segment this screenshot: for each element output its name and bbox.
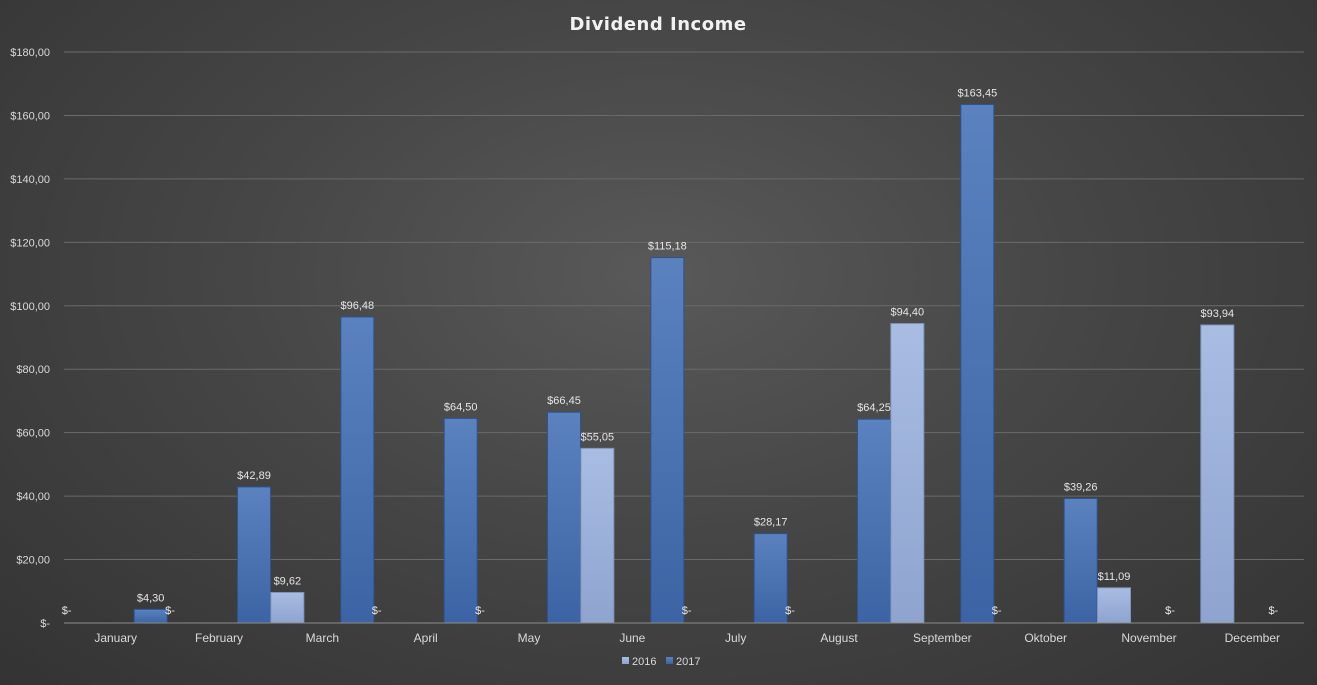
bar-2017-january (133, 608, 168, 624)
x-tick-label: February (195, 631, 243, 645)
chart-title: Dividend Income (569, 14, 746, 35)
bar-2016-september (890, 323, 925, 624)
bar-2017-august (857, 418, 891, 624)
data-label: $66,45 (547, 395, 581, 407)
bar-2017-april (443, 417, 478, 624)
y-tick-label: $180,00 (10, 47, 50, 59)
bar-2016-november (1097, 587, 1131, 624)
legend-label: 2017 (676, 656, 700, 668)
bar-2017-march (340, 316, 375, 624)
data-label: $- (992, 605, 1002, 617)
x-axis-ticks: January February March April May June July Augu… (94, 631, 1280, 645)
data-label: $163,45 (957, 88, 997, 100)
x-tick-label: August (820, 631, 858, 645)
data-label: $- (62, 605, 72, 617)
x-tick-label: Oktober (1024, 631, 1067, 645)
bar-2017-oktober (1063, 497, 1098, 624)
x-tick-label: May (518, 631, 541, 645)
y-tick-label: $160,00 (10, 110, 50, 122)
x-tick-label: January (94, 631, 137, 645)
data-label: $39,26 (1064, 481, 1098, 493)
bar-2017-may (547, 411, 581, 624)
bar-2017-february (237, 486, 271, 624)
data-label: $- (165, 605, 175, 617)
bar-2017-june (650, 257, 685, 624)
y-tick-label: $- (40, 618, 50, 630)
data-label: $96,48 (341, 300, 375, 312)
data-label: $4,30 (137, 592, 165, 604)
legend-label: 2016 (632, 656, 656, 668)
legend-swatch-2017 (666, 657, 673, 664)
data-label: $- (1165, 605, 1175, 617)
y-tick-label: $100,00 (10, 301, 50, 313)
x-tick-label: November (1121, 631, 1176, 645)
x-tick-label: June (619, 631, 645, 645)
legend: 2016 2017 (622, 656, 700, 668)
data-label: $- (475, 605, 485, 617)
data-label: $9,62 (274, 575, 302, 587)
data-label: $55,05 (581, 431, 615, 443)
y-tick-label: $120,00 (10, 237, 50, 249)
data-label: $28,17 (754, 517, 788, 529)
legend-swatch-2016 (622, 657, 629, 664)
y-tick-label: $20,00 (16, 555, 50, 567)
data-label: $93,94 (1201, 308, 1235, 320)
data-label: $- (785, 605, 795, 617)
data-label: $94,40 (891, 307, 925, 319)
bar-2017-september (960, 104, 995, 624)
bars (133, 104, 1235, 624)
x-tick-label: April (414, 631, 438, 645)
y-tick-label: $80,00 (16, 364, 50, 376)
bar-2016-march (270, 591, 305, 624)
data-label: $- (372, 605, 382, 617)
y-tick-label: $60,00 (16, 428, 50, 440)
data-label: $11,09 (1098, 571, 1131, 583)
y-tick-label: $40,00 (16, 491, 50, 503)
bar-2016-december (1200, 324, 1235, 624)
x-tick-label: December (1225, 631, 1280, 645)
data-labels: $-$4,30$-$42,89$9,62$96,48$-$64,50$-$66,… (62, 88, 1279, 617)
data-label: $42,89 (237, 470, 271, 482)
data-label: $64,50 (444, 401, 478, 413)
data-label: $115,18 (648, 241, 687, 253)
x-tick-label: September (913, 631, 972, 645)
y-tick-label: $140,00 (10, 174, 50, 186)
bar-2017-july (753, 533, 788, 624)
y-axis-ticks: $- $20,00 $40,00 $60,00 $80,00 $100,00 $120,00… (10, 47, 50, 630)
bar-2016-june (580, 447, 615, 624)
data-label: $64,25 (857, 402, 891, 414)
data-label: $- (682, 605, 692, 617)
data-label: $- (1268, 605, 1278, 617)
x-tick-label: March (306, 631, 339, 645)
x-tick-label: July (725, 631, 746, 645)
